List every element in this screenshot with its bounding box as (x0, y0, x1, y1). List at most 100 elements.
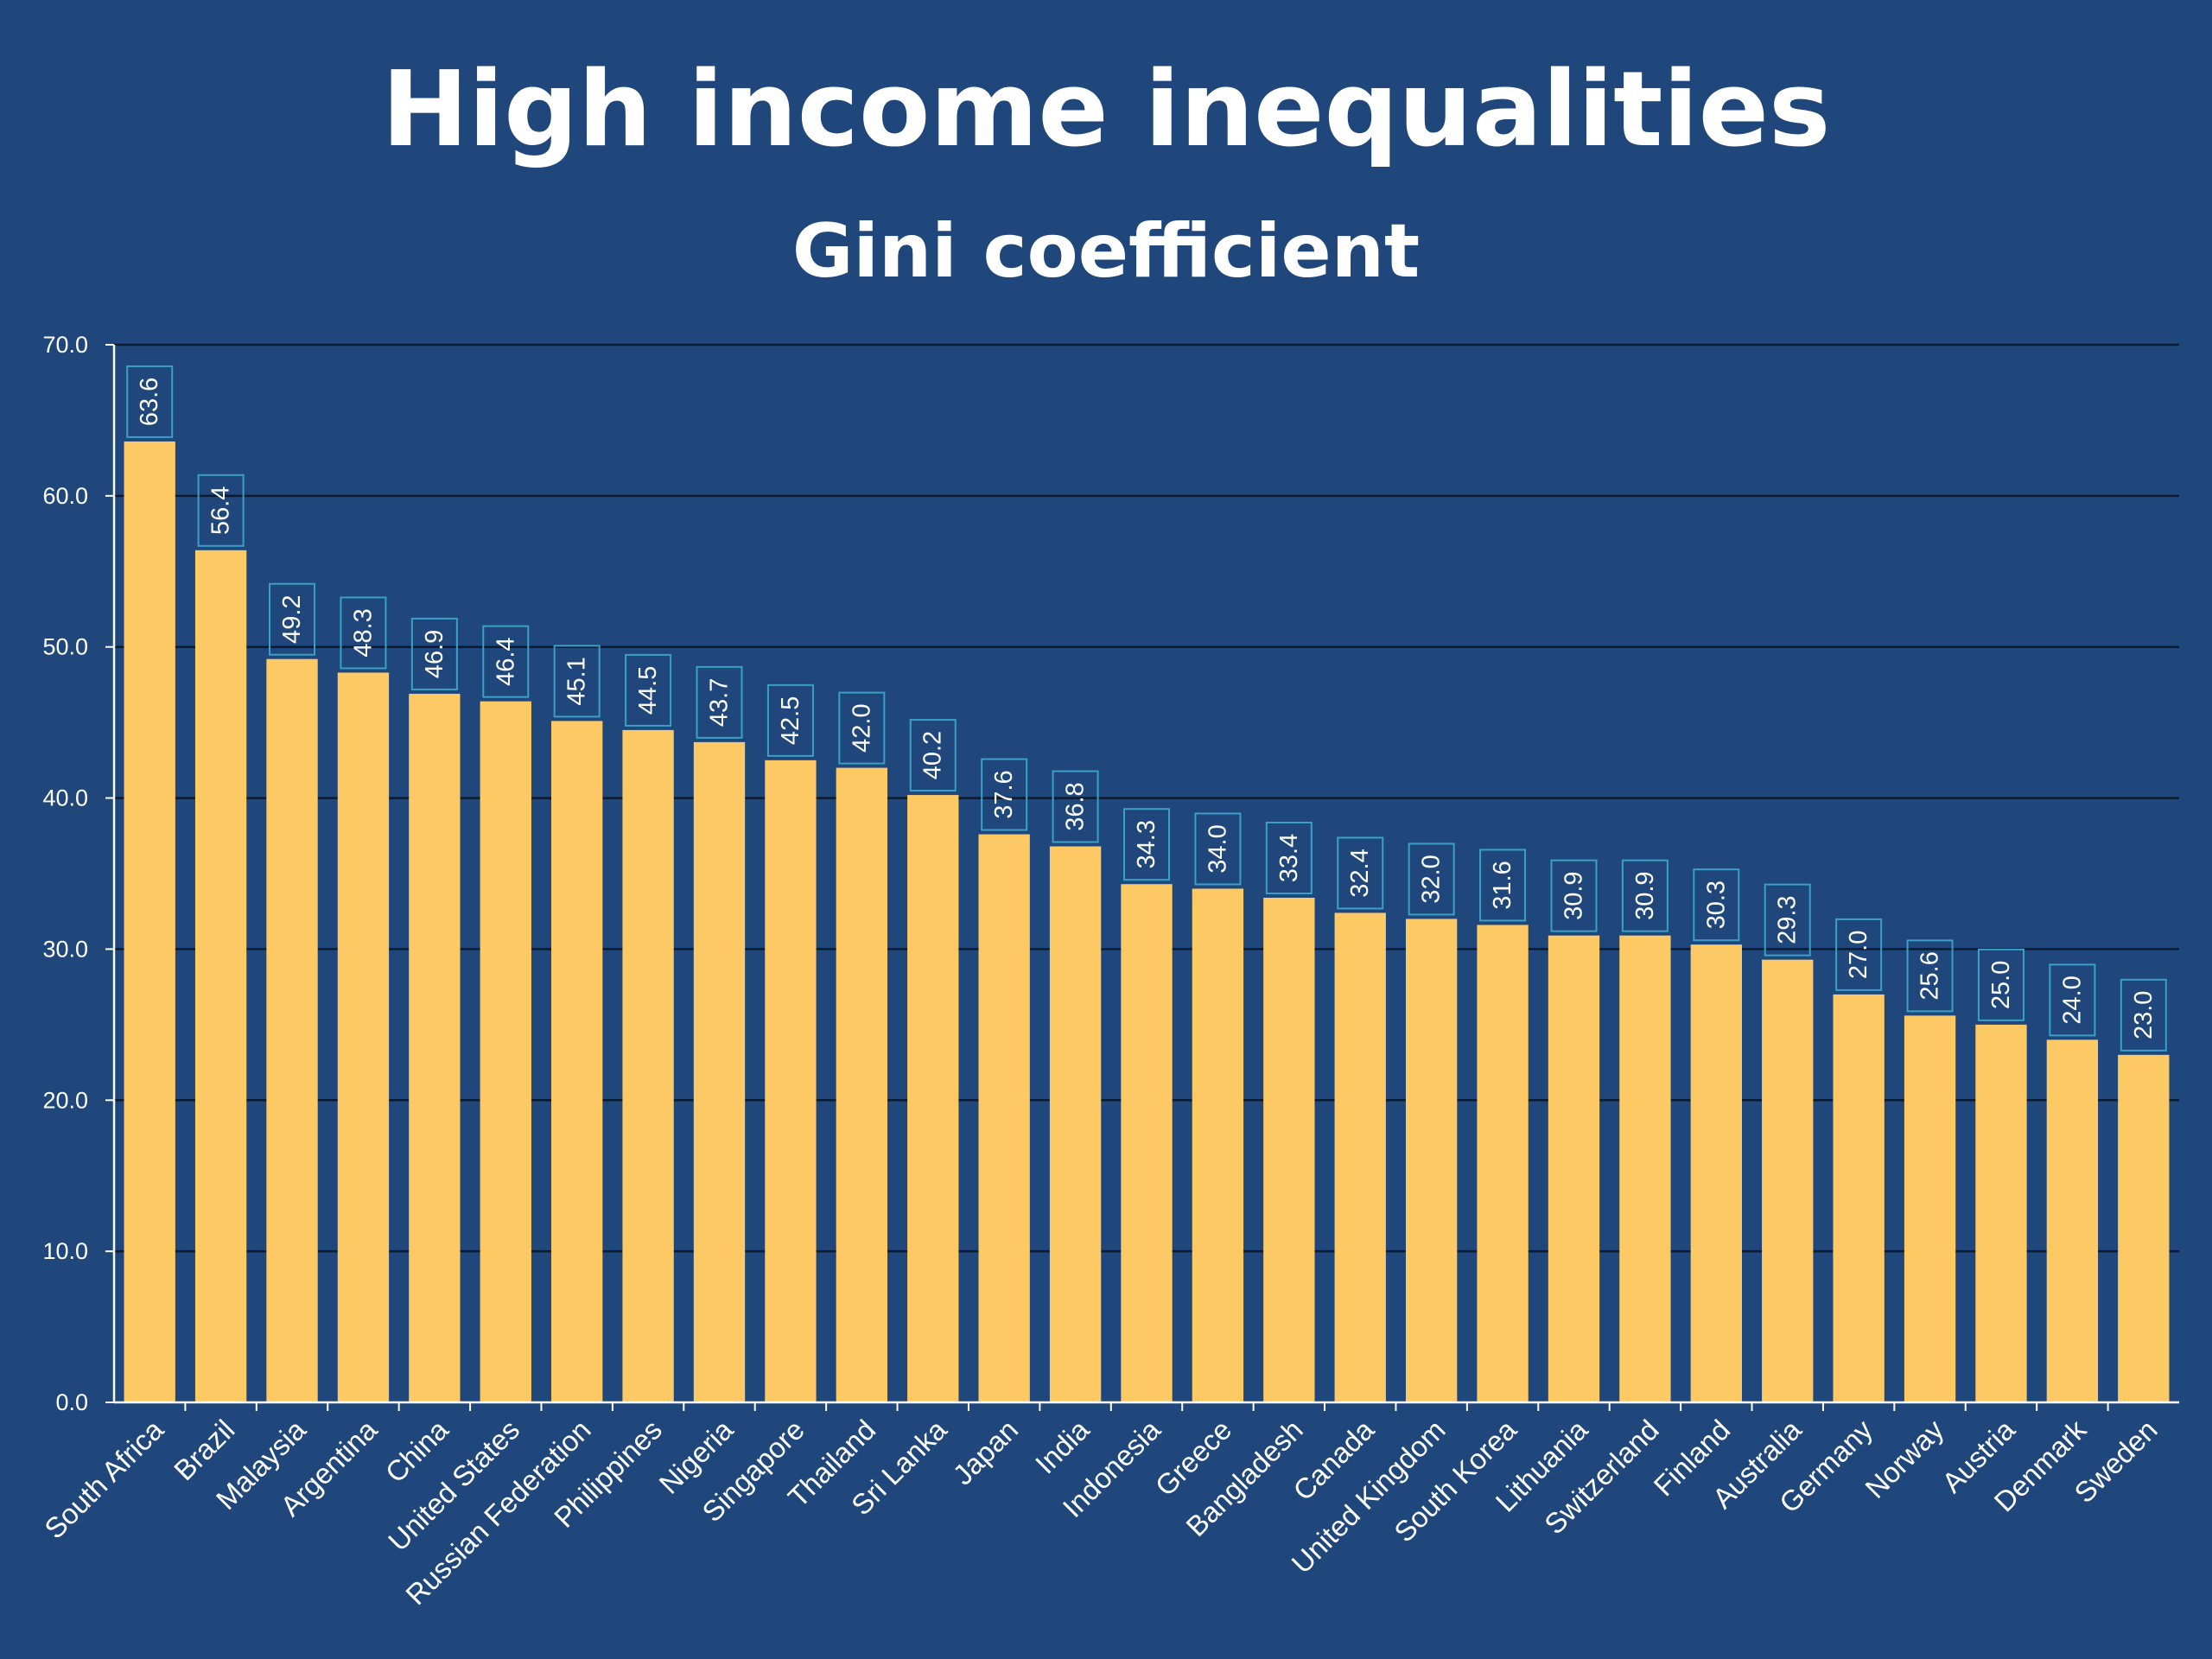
y-tick-label: 10.0 (42, 1238, 88, 1264)
bars (124, 441, 2170, 1402)
data-label-box (1123, 808, 1170, 881)
data-labels: 63.6 56.4 49.2 48.3 46.9 46.4 45.1 44.5 43.7 42.5… (126, 365, 2167, 1052)
chart-subtitle: Gini coefficient (792, 208, 1420, 295)
data-label: 46.9 (421, 630, 448, 678)
data-label: 46.4 (492, 637, 519, 685)
data-label-box (1906, 939, 1954, 1013)
data-label-box (1764, 883, 1811, 957)
data-label: 31.6 (1489, 861, 1516, 909)
chart-title: High income inequalities (382, 50, 1831, 170)
data-label-box (909, 719, 957, 792)
y-axis-ticks: 0.0 10.0 20.0 30.0 40.0 50.0 60.0 70.0 (42, 332, 114, 1415)
bar (836, 767, 888, 1402)
data-label: 30.9 (1560, 871, 1587, 919)
data-label: 30.3 (1702, 880, 1730, 929)
data-label-box (1337, 836, 1384, 910)
bar (978, 834, 1030, 1402)
bar (1690, 944, 1742, 1402)
bar (1904, 1015, 1956, 1402)
bar (1619, 935, 1671, 1402)
bar (409, 693, 461, 1402)
data-label: 43.7 (706, 678, 734, 727)
y-tick-label: 30.0 (42, 936, 88, 962)
data-label-box (482, 625, 530, 698)
data-label: 27.0 (1845, 931, 1872, 979)
data-label-box (1977, 948, 2024, 1021)
bar (480, 701, 531, 1402)
data-label-box (1835, 918, 1883, 991)
x-axis-labels: South AfricaBrazilMalaysiaArgentinaChina… (38, 1402, 2164, 1611)
data-label: 42.0 (848, 703, 875, 752)
data-label-box (410, 617, 458, 690)
data-label-box (696, 665, 743, 739)
y-tick-label: 70.0 (42, 332, 88, 358)
data-label: 33.4 (1275, 834, 1303, 882)
data-label-box (981, 758, 1028, 831)
data-label-box (1194, 812, 1242, 886)
data-label: 34.0 (1204, 824, 1231, 873)
bar (693, 741, 746, 1402)
bar (2046, 1039, 2099, 1402)
data-label: 30.9 (1631, 871, 1659, 919)
x-axis-label: Japan (946, 1414, 1024, 1491)
bar (907, 795, 959, 1402)
bar (1975, 1024, 2027, 1402)
data-label: 40.2 (919, 731, 947, 779)
bar (194, 550, 247, 1402)
data-label-box (2049, 963, 2096, 1037)
bar (1477, 925, 1529, 1402)
y-tick-label: 0.0 (55, 1389, 88, 1415)
bar (124, 441, 175, 1402)
bar (551, 721, 603, 1402)
data-label-box (269, 582, 316, 656)
data-label: 29.3 (1774, 895, 1802, 944)
x-axis-label: South Africa (38, 1413, 169, 1544)
data-label-box (197, 474, 245, 547)
data-label: 37.6 (990, 770, 1018, 818)
bar (1833, 994, 1885, 1402)
data-label-box (625, 653, 672, 727)
data-label-box (2120, 978, 2167, 1052)
bar (1548, 935, 1600, 1402)
bar (2118, 1054, 2170, 1402)
bar (266, 658, 318, 1402)
x-axis-label: Norway (1859, 1413, 1950, 1504)
data-label: 23.0 (2130, 991, 2158, 1039)
data-label: 36.8 (1062, 782, 1090, 830)
data-label: 32.4 (1346, 849, 1374, 897)
data-label-box (1479, 849, 1527, 922)
data-label-box (1550, 859, 1598, 932)
data-label-box (1693, 868, 1740, 942)
data-label-box (340, 596, 387, 670)
bar (622, 729, 674, 1402)
bar (765, 760, 817, 1402)
data-label: 63.6 (136, 378, 163, 426)
data-label-box (126, 365, 174, 438)
data-label-box (1265, 821, 1313, 894)
data-label: 48.3 (349, 608, 377, 657)
data-label: 25.0 (1987, 961, 2015, 1009)
data-label: 45.1 (563, 657, 591, 705)
bar (1405, 918, 1458, 1402)
y-tick-label: 60.0 (42, 483, 88, 509)
bar (1192, 888, 1244, 1402)
data-label: 34.3 (1133, 820, 1160, 868)
data-label: 49.2 (278, 594, 306, 643)
x-axis-label: India (1029, 1413, 1096, 1479)
data-label: 24.0 (2058, 976, 2086, 1024)
y-tick-label: 50.0 (42, 634, 88, 660)
axes (112, 345, 2179, 1404)
y-tick-label: 20.0 (42, 1087, 88, 1113)
data-label: 56.4 (207, 486, 235, 535)
bar (337, 672, 390, 1402)
data-label-box (766, 683, 814, 757)
data-label: 25.6 (1916, 951, 1944, 1000)
bar (1762, 959, 1814, 1402)
data-label-box (1052, 770, 1099, 843)
data-label-box (1621, 859, 1669, 932)
y-tick-label: 40.0 (42, 785, 88, 811)
data-label-box (1408, 842, 1455, 916)
data-label: 32.0 (1418, 855, 1446, 903)
data-label-box (553, 645, 601, 718)
